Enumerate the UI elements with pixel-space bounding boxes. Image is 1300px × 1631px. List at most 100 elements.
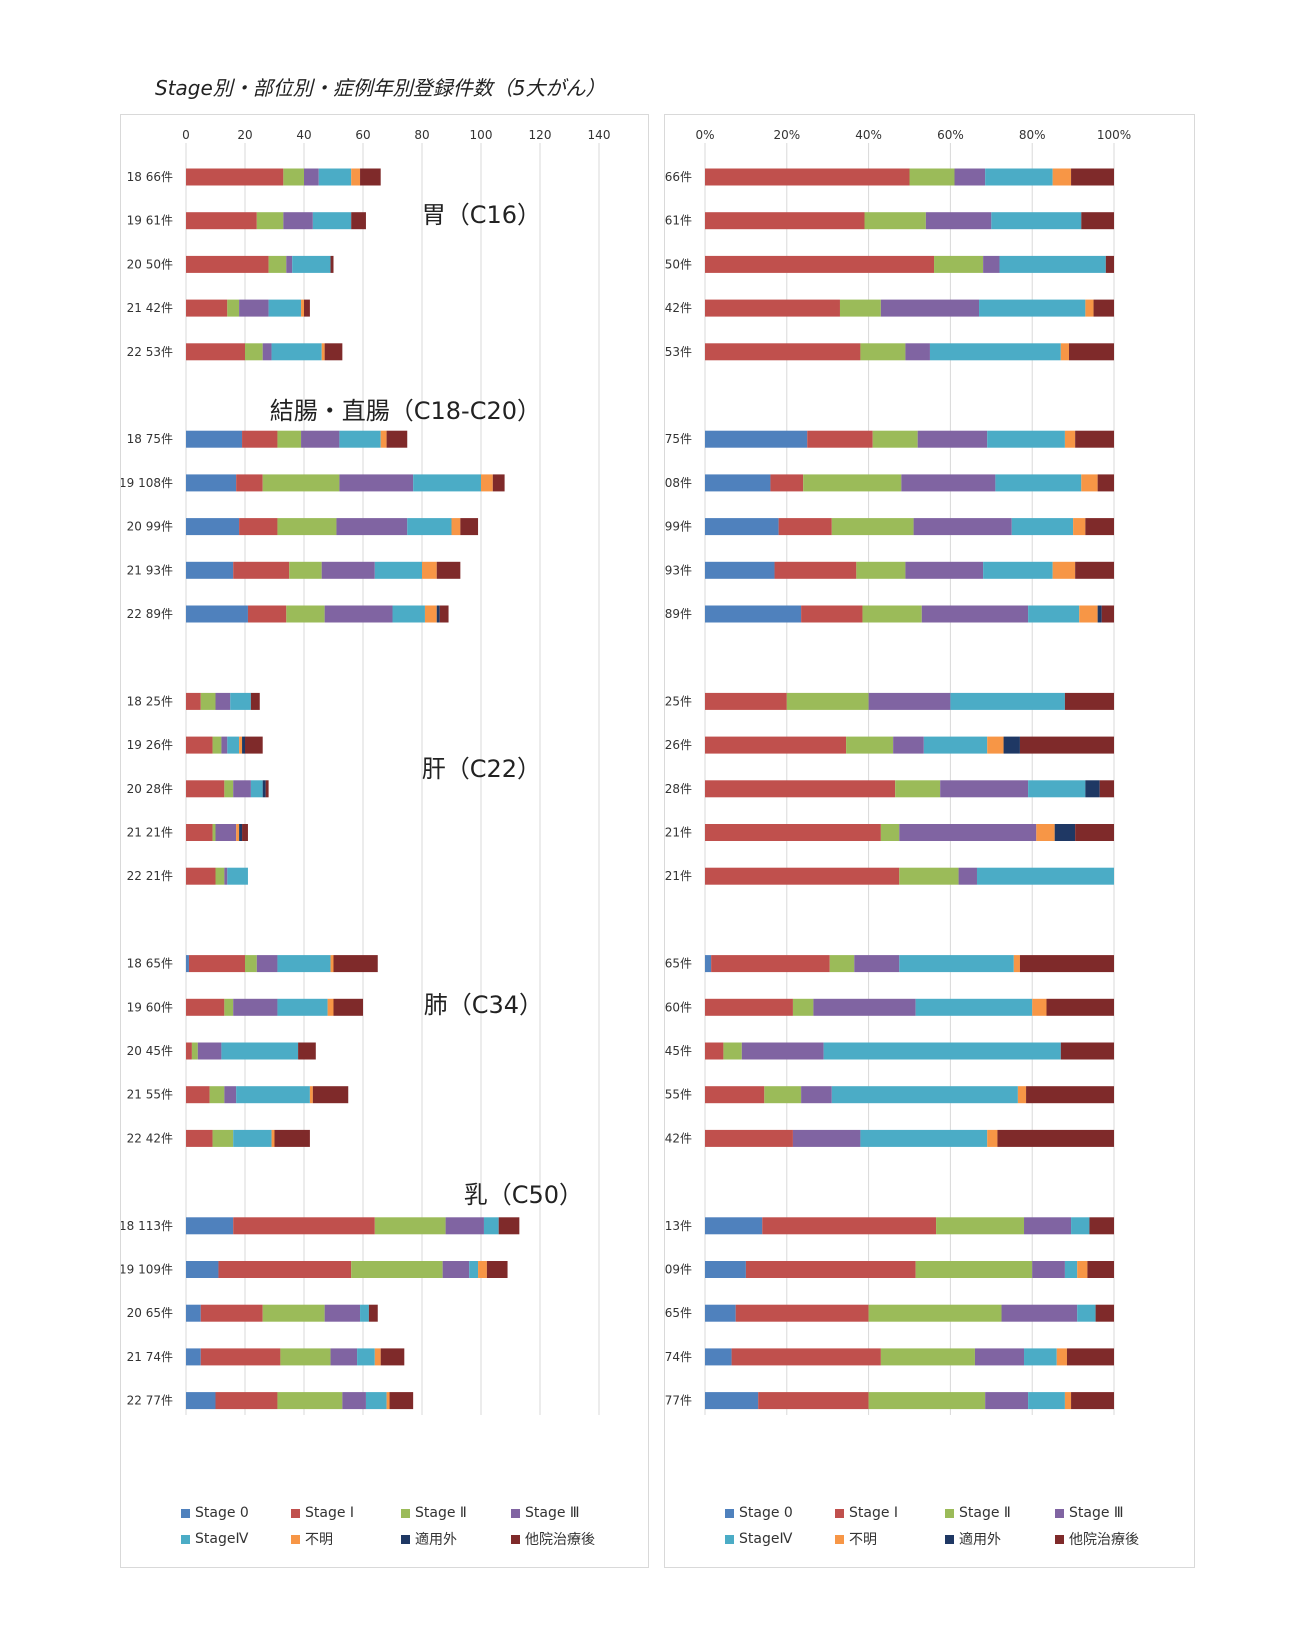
row-label: 18 75件	[127, 432, 173, 446]
bar-segment	[227, 299, 240, 317]
bar-segment	[478, 1261, 487, 1278]
bar-segment	[286, 255, 293, 273]
bar-segment	[762, 1217, 937, 1235]
group-label: 結腸・直腸（C18-C20）	[270, 397, 541, 425]
bar-segment	[250, 692, 260, 710]
bar-segment	[256, 212, 284, 230]
x-tick-label: 80%	[1019, 128, 1046, 142]
bar-segment	[1017, 1086, 1027, 1104]
bar-segment	[705, 1129, 793, 1147]
bar-segment	[1087, 1261, 1114, 1278]
row-label: 20 99件	[665, 520, 692, 534]
bar-segment	[245, 343, 263, 361]
bar-segment	[770, 474, 804, 492]
bar-segment	[224, 780, 234, 798]
bar-segment	[995, 474, 1082, 492]
bar-segment	[1069, 343, 1114, 361]
bar-segment	[1077, 1304, 1096, 1322]
bar-segment	[186, 692, 201, 710]
bar-segment	[233, 1129, 272, 1147]
legend-item: StageⅣ	[181, 1529, 291, 1549]
bar-segment	[895, 780, 941, 798]
legend-label: 適用外	[415, 1532, 457, 1548]
group-label: 乳（C50）	[464, 1181, 583, 1209]
legend-item: 不明	[291, 1529, 401, 1549]
bar-segment	[212, 1129, 234, 1147]
legend-item: Stage Ⅱ	[945, 1505, 1055, 1521]
legend: Stage 0 Stage Ⅰ Stage Ⅱ Stage Ⅲ StageⅣ 不…	[181, 1505, 621, 1549]
row-label: 19 109件	[121, 1263, 173, 1277]
bar-segment	[913, 518, 1012, 536]
row-label: 18 25件	[665, 694, 692, 708]
bar-segment	[498, 1217, 520, 1235]
bar-segment	[309, 1086, 313, 1104]
row-label: 22 53件	[127, 345, 173, 359]
x-tick-label: 60%	[937, 128, 964, 142]
bar-segment	[1064, 1392, 1072, 1410]
bar-segment	[792, 998, 814, 1016]
bar-segment	[1075, 430, 1114, 448]
row-label: 20 28件	[127, 782, 173, 796]
bar-segment	[823, 1042, 1061, 1060]
bar-segment	[854, 955, 900, 973]
bar-segment	[803, 474, 902, 492]
bar-segment	[212, 736, 222, 754]
legend-label: Stage Ⅱ	[415, 1505, 467, 1521]
legend-item: Stage Ⅰ	[835, 1505, 945, 1521]
bar-segment	[186, 1261, 219, 1278]
bar-segment	[705, 561, 775, 579]
bar-segment	[451, 518, 461, 536]
bar-segment	[880, 1348, 975, 1366]
bar-segment	[186, 212, 257, 230]
bar-segment	[1052, 561, 1076, 579]
bar-segment	[413, 474, 481, 492]
bar-segment	[186, 255, 269, 273]
bar-segment	[917, 430, 988, 448]
bar-segment	[242, 430, 278, 448]
bar-segment	[899, 955, 1014, 973]
bar-segment	[807, 430, 873, 448]
bar-segment	[735, 1304, 869, 1322]
bar-segment	[901, 474, 996, 492]
bar-segment	[342, 1392, 366, 1410]
bar-segment	[801, 605, 863, 623]
row-label: 22 42件	[127, 1131, 173, 1145]
bar-segment	[286, 605, 325, 623]
bar-segment	[227, 867, 248, 885]
bar-segment	[436, 561, 461, 579]
bar-segment	[312, 212, 352, 230]
bar-segment	[283, 212, 313, 230]
bar-segment	[983, 561, 1053, 579]
bar-segment	[1056, 1348, 1067, 1366]
bar-segment	[250, 780, 263, 798]
bar-segment	[991, 212, 1082, 230]
bar-segment	[436, 605, 440, 623]
group-label: 胃（C16）	[422, 201, 541, 229]
row-label: 20 99件	[127, 520, 173, 534]
bar-segment	[1036, 824, 1055, 841]
row-label: 21 55件	[127, 1088, 173, 1102]
legend-label: 適用外	[959, 1532, 1001, 1548]
bar-segment	[327, 998, 334, 1016]
bar-segment	[221, 736, 228, 754]
bar-segment	[445, 1217, 484, 1235]
bar-segment	[1097, 474, 1114, 492]
bar-segment	[1019, 736, 1114, 754]
legend-swatch	[835, 1508, 844, 1518]
bar-segment	[186, 474, 237, 492]
legend-swatch	[1055, 1534, 1064, 1544]
bar-segment	[239, 518, 278, 536]
bar-segment	[330, 255, 334, 273]
bar-segment	[357, 1348, 375, 1366]
bar-segment	[271, 1129, 275, 1147]
row-label: 18 25件	[127, 694, 173, 708]
row-label: 19 26件	[127, 738, 173, 752]
row-label: 18 65件	[127, 957, 173, 971]
bar-segment	[705, 1392, 759, 1410]
legend-item: StageⅣ	[725, 1529, 835, 1549]
x-tick-label: 40%	[855, 128, 882, 142]
legend-label: Stage Ⅱ	[959, 1505, 1011, 1521]
bar-segment	[880, 824, 900, 841]
bar-segment	[893, 736, 924, 754]
bar-segment	[301, 430, 340, 448]
